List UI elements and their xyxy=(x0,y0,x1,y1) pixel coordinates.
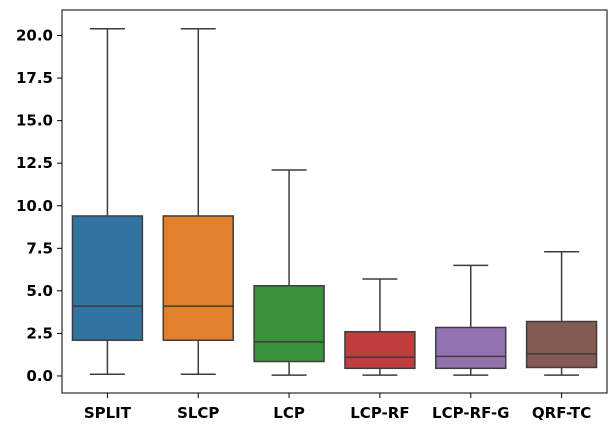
x-tick-label: QRF-TC xyxy=(532,404,591,422)
y-tick-label: 5.0 xyxy=(26,282,53,300)
box-lcp xyxy=(253,169,325,376)
x-tick-label: LCP-RF-G xyxy=(432,404,509,422)
y-tick-label: 15.0 xyxy=(16,112,53,130)
x-tick-label: SPLIT xyxy=(84,404,132,422)
x-tick-label: SLCP xyxy=(177,404,219,422)
y-tick-label: 20.0 xyxy=(16,27,53,45)
box-body xyxy=(435,326,507,370)
y-tick-label: 17.5 xyxy=(16,69,53,87)
y-tick-label: 2.5 xyxy=(26,324,53,342)
box-body xyxy=(162,215,234,341)
x-tick-label: LCP-RF xyxy=(350,404,409,422)
box-body xyxy=(71,215,144,341)
plot-frame xyxy=(61,9,608,394)
y-tick-label: 10.0 xyxy=(16,197,53,215)
x-axis: SPLIT SLCP LCP LCP-RF LCP-RF-G QRF-TC xyxy=(84,393,591,422)
box-body xyxy=(253,285,325,363)
boxes-layer xyxy=(71,27,598,376)
x-tick-label: LCP xyxy=(273,404,305,422)
box-split xyxy=(71,27,144,376)
box-lcp-rf xyxy=(344,278,416,376)
box-lcp-rf-g xyxy=(435,264,507,376)
box-qrf-tc xyxy=(525,250,598,376)
y-axis: 0.0 2.5 5.0 7.5 10.0 12.5 15.0 17.5 20.0 xyxy=(16,27,62,385)
box-body xyxy=(344,330,416,370)
y-tick-label: 12.5 xyxy=(16,154,53,172)
y-tick-label: 7.5 xyxy=(26,239,53,257)
box-body xyxy=(525,320,598,369)
y-tick-label: 0.0 xyxy=(26,367,53,385)
box-slcp xyxy=(162,27,234,376)
